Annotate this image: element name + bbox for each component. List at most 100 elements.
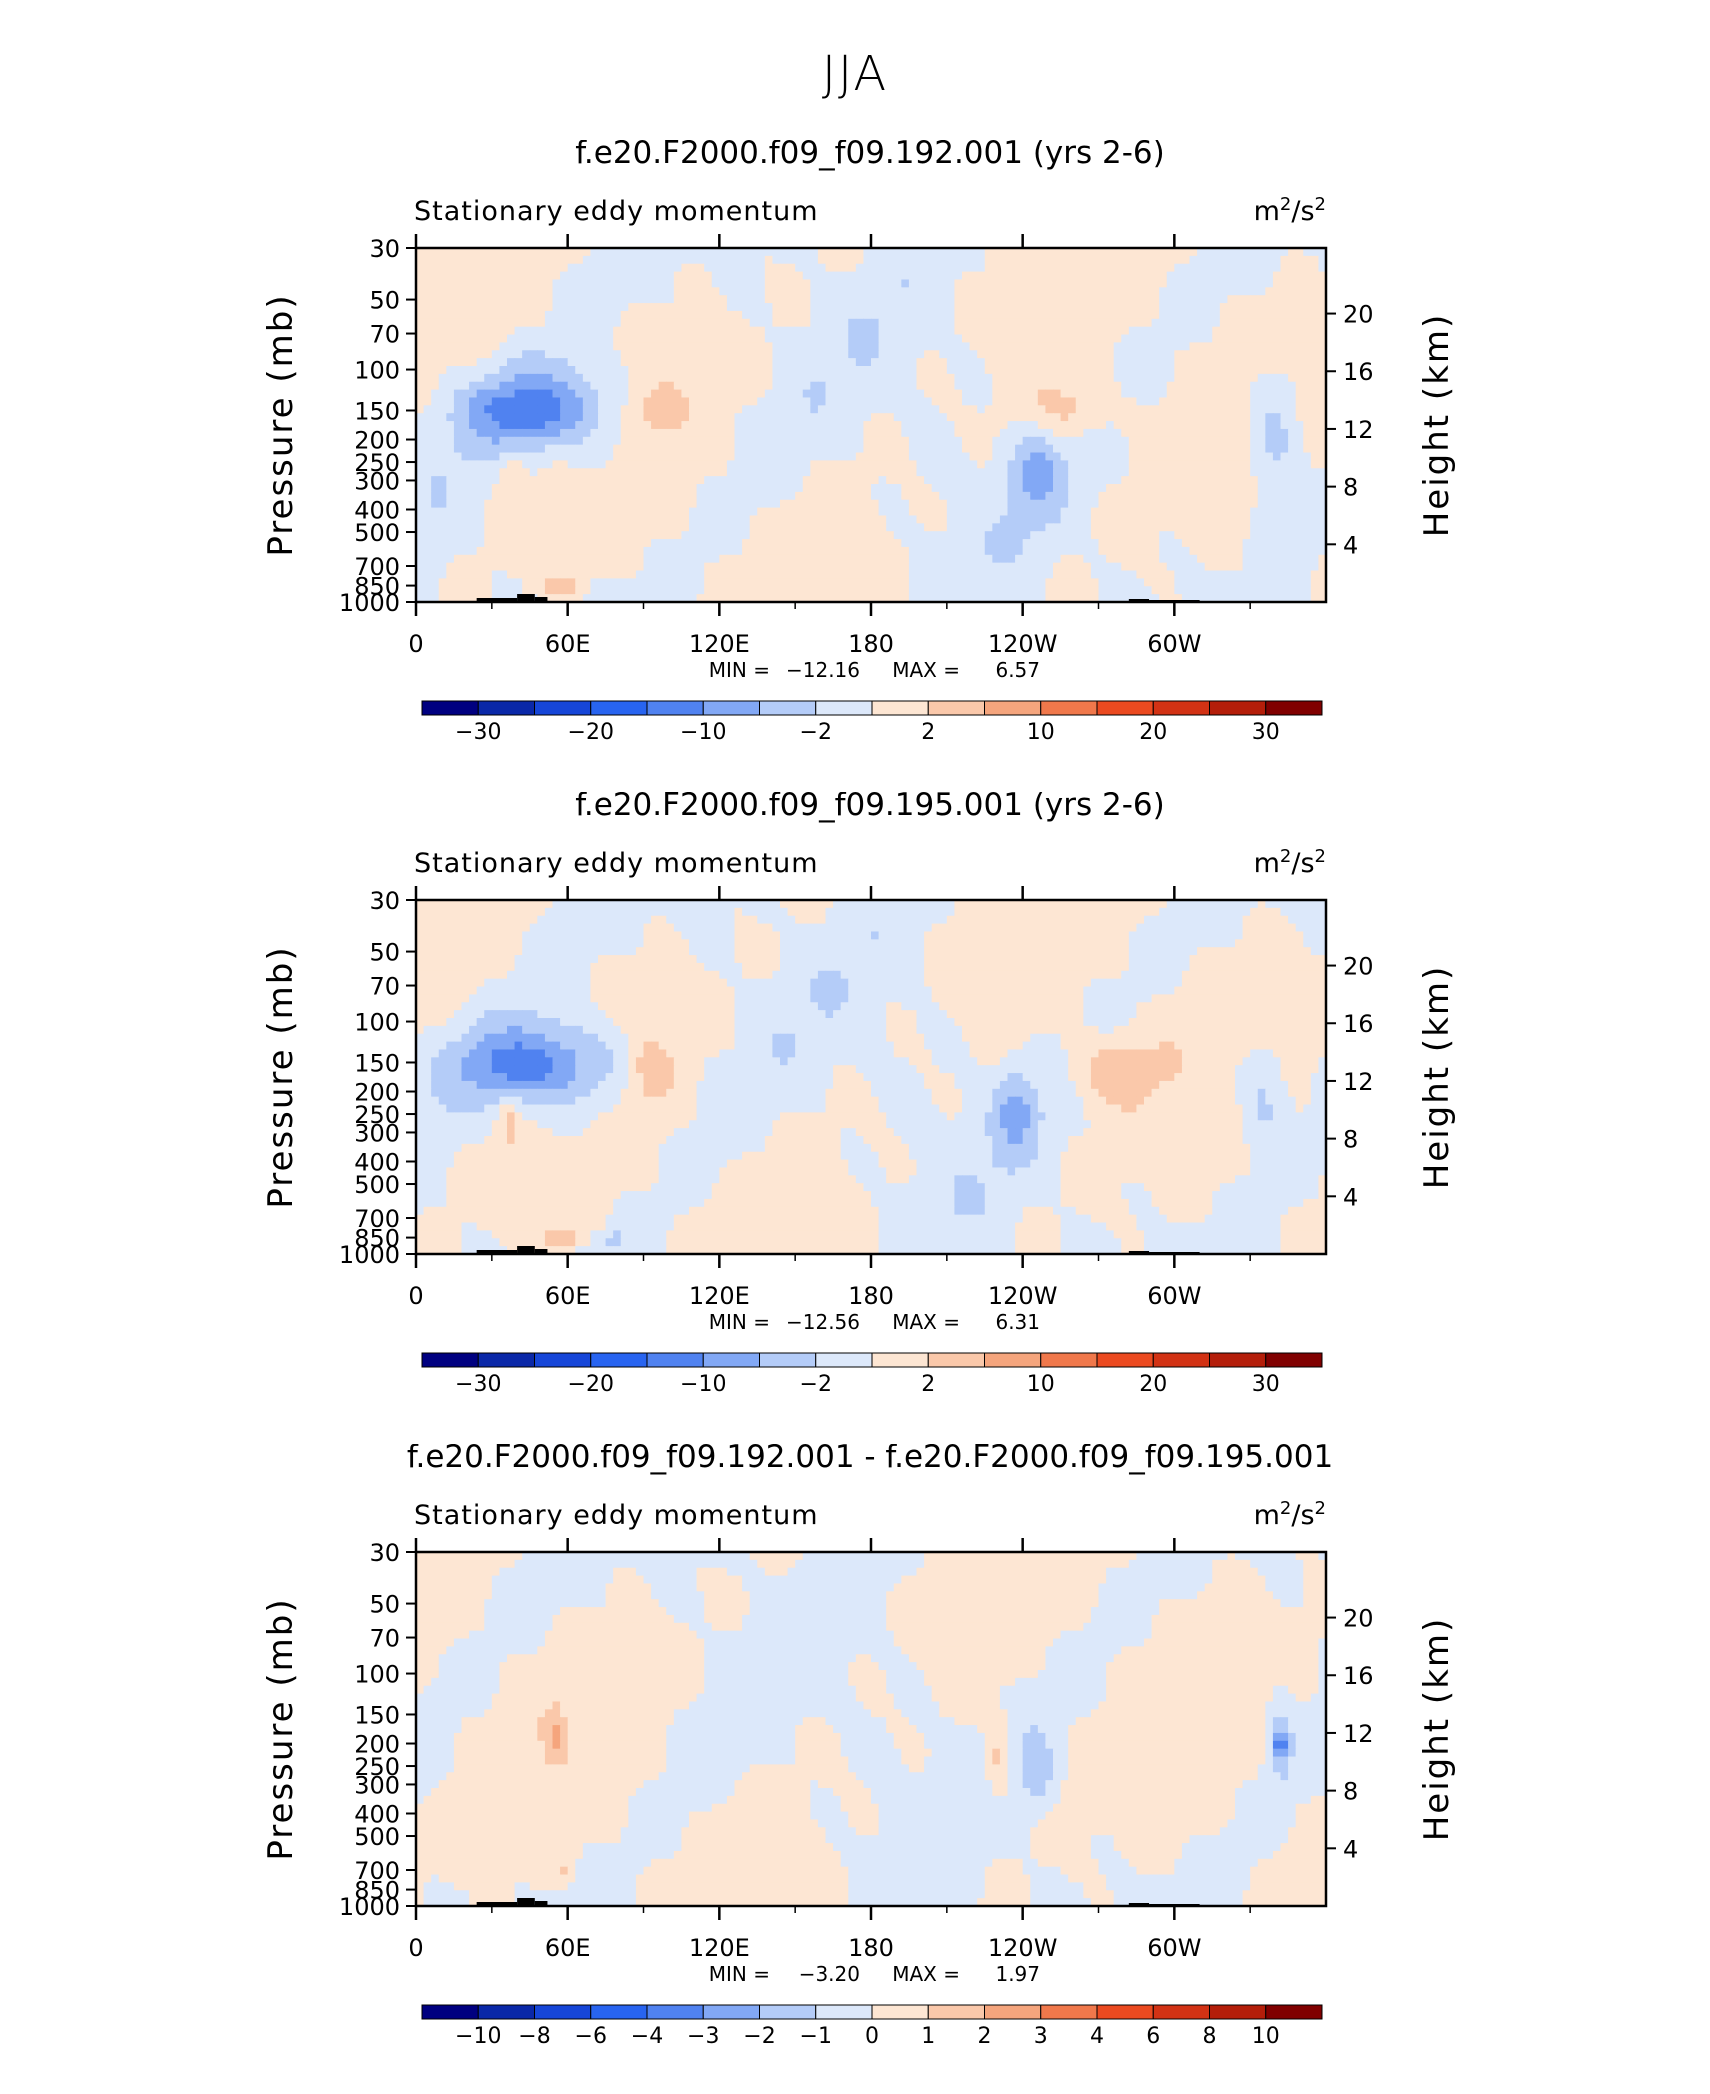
- field-cell: [742, 310, 751, 320]
- field-cell: [1242, 468, 1251, 477]
- field-cell: [658, 279, 667, 288]
- field-cell: [1060, 303, 1069, 312]
- field-cell: [1272, 271, 1282, 281]
- field-cell: [560, 271, 569, 281]
- field-cell: [476, 397, 485, 406]
- field-cell: [1098, 310, 1107, 320]
- field-cell: [507, 460, 516, 469]
- field-cell: [666, 279, 675, 288]
- field-cell: [795, 460, 804, 469]
- field-cell: [787, 499, 796, 509]
- field-cell: [780, 381, 789, 391]
- field-cell: [438, 484, 447, 493]
- field-cell: [628, 554, 637, 564]
- field-cell: [1310, 358, 1320, 367]
- field-cell: [840, 531, 849, 540]
- field-cell: [810, 452, 819, 461]
- field-cell: [1227, 255, 1236, 265]
- field-cell: [469, 562, 478, 572]
- field-cell: [1007, 318, 1016, 328]
- field-cell: [1212, 263, 1221, 273]
- field-cell: [757, 468, 766, 477]
- field-cell: [613, 295, 622, 304]
- field-cell: [984, 389, 993, 399]
- field-cell: [924, 358, 933, 367]
- field-cell: [1045, 358, 1054, 367]
- field-cell: [810, 318, 819, 328]
- field-cell: [582, 248, 592, 257]
- field-cell: [1181, 484, 1191, 493]
- field-cell: [1106, 263, 1115, 273]
- field-cell: [1159, 499, 1168, 509]
- field-cell: [681, 428, 690, 438]
- field-cell: [1197, 326, 1206, 336]
- field-cell: [825, 554, 834, 564]
- field-cell: [893, 523, 902, 532]
- field-cell: [666, 318, 675, 328]
- field-cell: [1075, 342, 1084, 351]
- field-cell: [1136, 499, 1145, 509]
- field-cell: [901, 342, 910, 351]
- field-cell: [757, 460, 766, 469]
- field-cell: [977, 484, 986, 493]
- field-cell: [1204, 515, 1213, 524]
- field-cell: [1235, 405, 1244, 414]
- field-cell: [651, 389, 660, 399]
- field-cell: [605, 287, 614, 296]
- field-cell: [871, 389, 880, 399]
- field-cell: [1144, 389, 1153, 399]
- field-cell: [734, 279, 743, 288]
- field-cell: [855, 523, 865, 532]
- field-cell: [924, 531, 933, 540]
- field-cell: [1037, 554, 1047, 564]
- field-cell: [1235, 468, 1244, 477]
- field-cell: [871, 397, 880, 406]
- field-cell: [1197, 318, 1206, 328]
- field-cell: [1159, 413, 1168, 422]
- field-cell: [1189, 287, 1198, 296]
- field-cell: [635, 358, 645, 367]
- field-cell: [1204, 397, 1213, 406]
- field-cell: [1106, 444, 1115, 454]
- field-cell: [833, 484, 842, 493]
- field-cell: [787, 358, 796, 367]
- field-cell: [924, 436, 933, 446]
- field-cell: [901, 444, 910, 454]
- field-cell: [977, 539, 986, 548]
- field-cell: [742, 287, 751, 296]
- field-cell: [1015, 342, 1024, 351]
- field-cell: [1090, 287, 1100, 296]
- field-cell: [855, 491, 865, 501]
- field-cell: [1212, 484, 1221, 493]
- field-cell: [817, 342, 827, 351]
- field-cell: [726, 342, 736, 351]
- field-cell: [916, 310, 925, 320]
- field-cell: [726, 468, 736, 477]
- field-cell: [476, 303, 485, 312]
- field-cell: [491, 350, 501, 359]
- field-cell: [484, 452, 493, 461]
- field-cell: [590, 460, 599, 469]
- field-cell: [1113, 271, 1122, 281]
- field-cell: [1197, 515, 1206, 524]
- field-cell: [1030, 546, 1039, 556]
- field-cell: [1295, 562, 1304, 572]
- field-cell: [431, 405, 440, 414]
- field-cell: [1181, 413, 1191, 422]
- field-cell: [1272, 554, 1282, 564]
- field-cell: [1022, 546, 1031, 556]
- field-cell: [772, 303, 781, 312]
- field-cell: [499, 421, 508, 430]
- field-cell: [544, 397, 554, 406]
- field-cell: [999, 397, 1009, 406]
- field-cell: [416, 303, 425, 312]
- field-cell: [537, 405, 546, 414]
- field-cell: [1121, 476, 1130, 485]
- field-cell: [696, 484, 705, 493]
- field-cell: [1257, 484, 1266, 493]
- field-cell: [757, 531, 766, 540]
- field-cell: [908, 248, 918, 257]
- field-cell: [726, 287, 736, 296]
- field-cell: [764, 539, 774, 548]
- field-cell: [1235, 546, 1244, 556]
